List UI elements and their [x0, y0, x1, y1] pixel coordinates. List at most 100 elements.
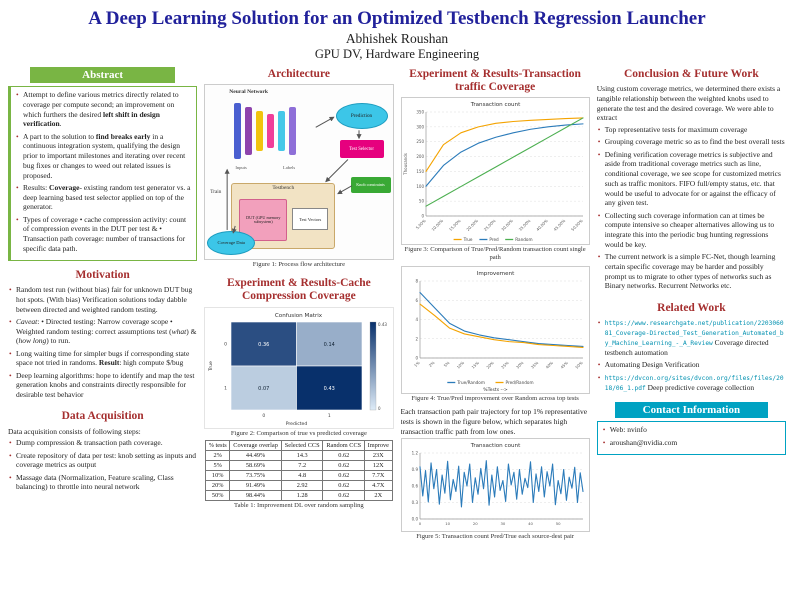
svg-text:45%: 45% — [559, 360, 569, 370]
table-row: 50% 98.44% 1.28 0.62 2X — [205, 490, 393, 502]
svg-text:2: 2 — [415, 337, 418, 342]
figure-1-process-flow-diagram: Neural Network Inputs Labels Prediction … — [204, 84, 394, 261]
table-header-cell: Selected CCS — [280, 440, 324, 452]
svg-text:1: 1 — [328, 413, 331, 419]
table-header-cell: Coverage overlap — [229, 440, 282, 452]
inputs-label: Inputs — [235, 165, 247, 171]
related-work-item: https://www.researchgate.net/publication… — [597, 318, 786, 358]
bullet-item: Attempt to define various metrics direct… — [15, 90, 192, 129]
related-link[interactable]: https://dvcon.org/sites/dvcon.org/files/… — [604, 374, 784, 392]
svg-text:0.6: 0.6 — [411, 484, 418, 489]
column-1: Abstract Attempt to define various metri… — [8, 67, 198, 495]
svg-text:40.00%: 40.00% — [535, 218, 549, 232]
test-selector-node: Test Selector — [339, 140, 384, 159]
related-work-title: Related Work — [657, 301, 726, 314]
poster-columns: Abstract Attempt to define various metri… — [8, 67, 786, 541]
bullet-item: Caveat: • Directed testing: Narrow cover… — [8, 317, 197, 346]
figure-3-caption: Figure 3: Comparison of True/Pred/Random… — [404, 246, 586, 262]
motivation-bullets: Random test run (without bias) fair for … — [8, 285, 197, 400]
poster-author: Abhishek Roushan — [345, 31, 449, 46]
svg-text:0: 0 — [378, 406, 381, 411]
related-text: Deep predictive coverage collection — [647, 382, 755, 392]
figure-2-caption: Figure 2: Comparison of true vs predicte… — [230, 429, 367, 437]
svg-text:0.43: 0.43 — [324, 385, 335, 391]
labels-label: Labels — [282, 165, 296, 171]
abstract-body: Attempt to define various metrics direct… — [8, 86, 198, 261]
bullet-item: The current network is a simple FC-Net, … — [597, 252, 786, 291]
svg-text:Random: Random — [515, 237, 532, 242]
poster-title: A Deep Learning Solution for an Optimize… — [88, 8, 706, 29]
svg-text:True: True — [462, 237, 472, 242]
svg-text:Thousands: Thousands — [403, 154, 408, 177]
abstract-section: Abstract Attempt to define various metri… — [8, 67, 198, 261]
table-row: 2% 44.49% 14.3 0.62 23X — [205, 450, 393, 462]
neural-network-layers-icon — [217, 99, 313, 163]
train-label: Train — [210, 189, 222, 196]
figure-4-caption: Figure 4: True/Pred improvement over Ran… — [411, 395, 579, 403]
svg-text:50.00%: 50.00% — [569, 218, 583, 232]
svg-text:20%: 20% — [485, 360, 495, 370]
svg-text:0.0: 0.0 — [411, 517, 418, 522]
svg-text:10.00%: 10.00% — [430, 218, 444, 232]
related-work-list: https://www.researchgate.net/publication… — [597, 318, 786, 393]
bullet-item: Results: Coverage- existing random test … — [15, 183, 192, 212]
conclusion-section: Conclusion & Future Work Using custom co… — [597, 67, 786, 294]
svg-text:20.00%: 20.00% — [465, 218, 479, 232]
figure-5-caption: Figure 5: Transaction count Pred/True ea… — [416, 533, 575, 541]
architecture-title: Architecture — [267, 68, 330, 80]
column-3: Experiment & Results-Transaction traffic… — [400, 67, 590, 541]
bullet-item: Create repository of data per test: knob… — [8, 451, 197, 471]
svg-text:0.3: 0.3 — [411, 500, 418, 505]
svg-text:0.07: 0.07 — [258, 385, 269, 391]
svg-text:1: 1 — [224, 385, 227, 391]
svg-text:5.00%: 5.00% — [414, 218, 426, 230]
table-row: 5% 58.69% 7.2 0.62 12X — [205, 460, 393, 472]
figure-1-caption: Figure 1: Process flow architecture — [252, 261, 346, 269]
svg-text:200: 200 — [416, 155, 424, 160]
related-link[interactable]: https://www.researchgate.net/publication… — [604, 319, 784, 348]
motivation-section: Motivation Random test run (without bias… — [8, 268, 197, 402]
transaction-coverage-section: Experiment & Results-Transaction traffic… — [400, 67, 590, 541]
svg-text:Transaction count: Transaction count — [469, 443, 520, 449]
bullet-item: Defining verification coverage metrics i… — [597, 150, 786, 209]
svg-text:50: 50 — [555, 521, 560, 526]
transaction-body-text: Each transaction path pair trajectory fo… — [400, 407, 588, 436]
bullet-item: Web: nvinfo — [602, 425, 781, 435]
svg-text:35.00%: 35.00% — [517, 218, 531, 232]
results-table: % tests Coverage overlap Selected CCS Rando… — [205, 440, 393, 502]
architecture-section: Architecture Neural Network Inputs Label… — [204, 67, 394, 269]
svg-text:Transaction count: Transaction count — [469, 102, 520, 108]
figure-2-confusion-matrix: Confusion Matrix 0.36 0.14 0.07 0.43 0 1 0 1 0.43… — [204, 306, 394, 429]
bullet-item: A part to the solution to find breaks ea… — [15, 132, 192, 181]
svg-text:8: 8 — [415, 279, 418, 284]
figure-5-path-pair-chart: 0.0 0.3 0.6 0.9 1.2 0 10 20 30 40 50 Transaction co… — [400, 438, 590, 533]
poster-affiliation: GPU DV, Hardware Engineering — [314, 47, 480, 61]
figure-3-transaction-count-chart: 0 50 100 150 200 250 300 350 5.00% 10.00% 15.00% 20… — [400, 97, 590, 246]
related-text: Coverage directed testbench automation — [604, 338, 769, 358]
svg-text:Predicted: Predicted — [286, 421, 308, 427]
related-work-item: https://dvcon.org/sites/dvcon.org/files/… — [597, 373, 786, 393]
bullet-item: Deep learning algorithms: hope to identi… — [8, 371, 197, 400]
svg-text:25%: 25% — [500, 360, 510, 370]
table-header-cell: % tests — [205, 440, 231, 452]
svg-text:10%: 10% — [455, 360, 465, 370]
svg-text:0.36: 0.36 — [258, 341, 269, 347]
svg-text:6: 6 — [415, 298, 418, 303]
svg-text:0: 0 — [415, 356, 418, 361]
svg-text:1%: 1% — [412, 360, 420, 368]
svg-text:30%: 30% — [514, 360, 524, 370]
svg-text:20: 20 — [472, 521, 477, 526]
svg-text:%Tests -->: %Tests --> — [483, 387, 508, 393]
conclusion-title: Conclusion & Future Work — [624, 68, 759, 80]
svg-text:30.00%: 30.00% — [500, 218, 514, 232]
table-1-caption: Table 1: Improvement DL over random samp… — [234, 502, 364, 510]
testbench-label: Testbench — [272, 185, 295, 192]
abstract-title: Abstract — [30, 67, 176, 83]
svg-text:15%: 15% — [470, 360, 480, 370]
svg-text:40: 40 — [528, 521, 533, 526]
data-acquisition-bullets: Dump compression & transaction path cove… — [8, 438, 197, 492]
test-vectors-node: Test Vectors — [292, 208, 329, 231]
bullet-item: Dump compression & transaction path cove… — [8, 438, 197, 448]
contact-list: Web: nvinfo aroushan@nvidia.com — [602, 425, 781, 447]
